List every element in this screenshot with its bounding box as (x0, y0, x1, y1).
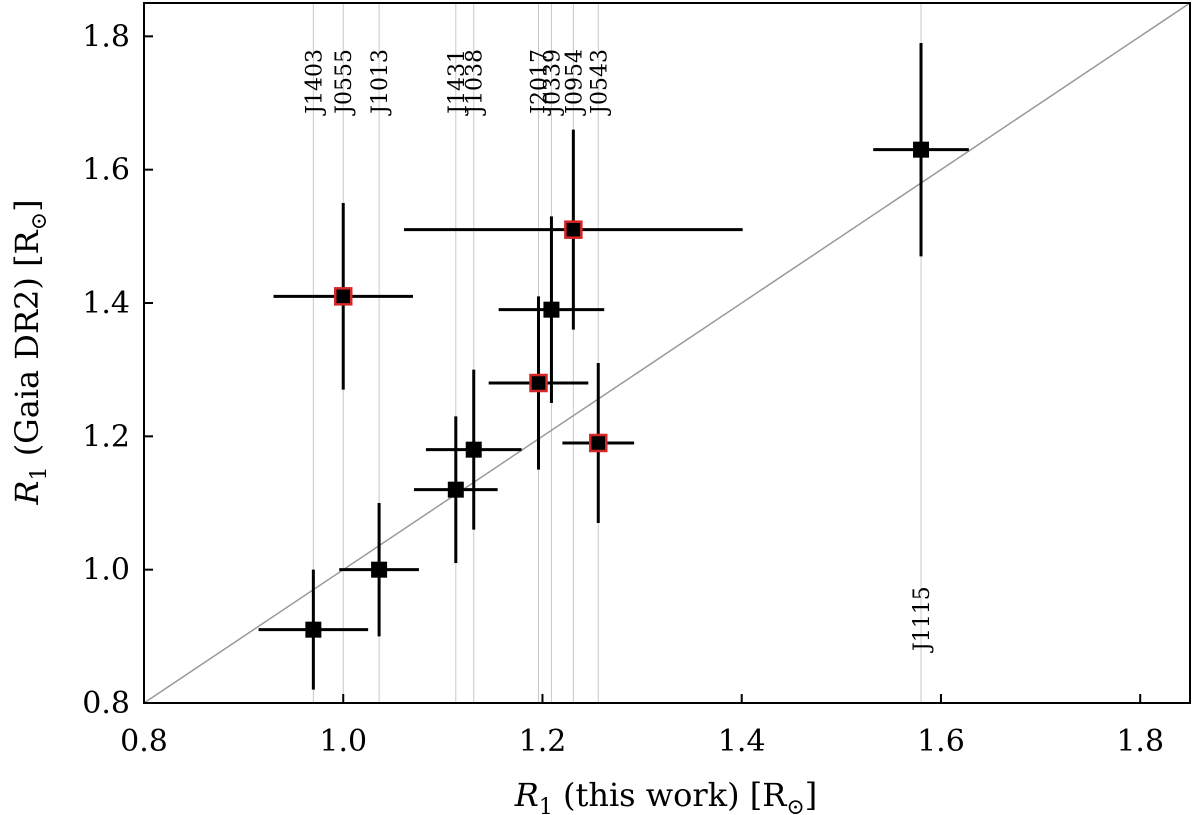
point-label-j1115: J1115 (910, 586, 935, 653)
point-label-j0339: J0339 (540, 49, 565, 116)
y-tick-label: 1.2 (82, 419, 130, 454)
point-label-j0954: J0954 (562, 49, 587, 116)
x-tick-label: 1.4 (718, 724, 766, 759)
marker-j1038 (465, 441, 482, 458)
x-tick-label: 1.2 (519, 724, 567, 759)
y-axis-ticks: 0.8 1.0 1.2 1.4 1.6 1.8 (82, 19, 153, 721)
x-tick-label: 0.8 (120, 724, 168, 759)
point-label-j2017: J2017 (527, 49, 552, 116)
marker-j2017 (529, 373, 548, 393)
data-markers (305, 141, 930, 638)
x-tick-label: 1.8 (1116, 724, 1164, 759)
y-tick-label: 1.8 (82, 19, 130, 54)
x-axis-close: ] (805, 776, 817, 814)
y-tick-label: 1.0 (82, 553, 130, 588)
point-label-j1013: J1013 (368, 49, 393, 116)
point-label-j0543: J0543 (587, 49, 612, 116)
marker-j0555 (333, 287, 353, 306)
plot-frame (143, 2, 1191, 704)
x-tick-label: 1.6 (917, 724, 965, 759)
x-axis-symbol: R (514, 776, 539, 814)
x-axis-title: R1 (this work) [R⊙] (514, 776, 818, 815)
y-axis-subscript: 1 (27, 466, 52, 480)
marker-j1013 (371, 561, 388, 578)
marker-j0954 (564, 220, 583, 239)
point-label-j1403: J1403 (302, 49, 327, 116)
marker-j1115 (913, 141, 930, 158)
point-label-j1431: J1431 (445, 49, 470, 116)
y-tick-label: 0.8 (82, 686, 130, 721)
point-label-j1038: J1038 (463, 49, 488, 116)
y-tick-label: 1.4 (82, 286, 130, 321)
y-axis-sun-symbol: ⊙ (27, 212, 52, 230)
error-bars (258, 43, 969, 690)
y-axis-symbol: R (8, 480, 46, 505)
point-label-j0555: J0555 (332, 49, 357, 116)
y-axis-title: R1 (Gaia DR2) [R⊙] (8, 199, 52, 505)
marker-j1431 (447, 481, 464, 498)
x-axis-ticks: 0.8 1.0 1.2 1.4 1.6 1.8 (120, 694, 1164, 759)
y-axis-text: (Gaia DR2) [R (8, 229, 46, 466)
x-axis-subscript: 1 (539, 795, 553, 815)
y-axis-close: ] (8, 199, 46, 211)
marker-j0543 (589, 433, 608, 453)
marker-j0339 (543, 301, 560, 318)
one-to-one-line (143, 2, 1191, 704)
guide-lines (312, 3, 922, 703)
x-axis-sun-symbol: ⊙ (786, 795, 804, 815)
y-tick-label: 1.6 (82, 153, 130, 188)
one-to-one-line-group (143, 2, 1191, 704)
marker-j1403 (305, 621, 322, 638)
x-axis-text: (this work) [R (553, 776, 787, 814)
x-tick-label: 1.0 (319, 724, 367, 759)
